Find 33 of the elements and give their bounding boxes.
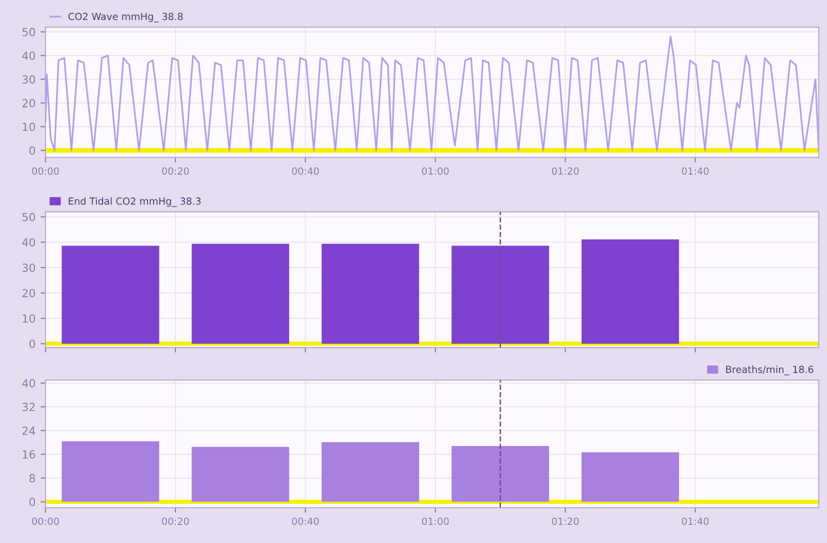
x-tick-label: 01:40 bbox=[682, 167, 709, 175]
y-tick-label: 40 bbox=[22, 52, 36, 60]
x-tick-label: 01:00 bbox=[422, 167, 449, 175]
y-tick-label: 0 bbox=[29, 340, 36, 348]
x-tick-label: 00:00 bbox=[32, 167, 59, 175]
x-tick-label: 00:40 bbox=[292, 167, 319, 175]
legend-label: End Tidal CO2 mmHg_ 38.3 bbox=[68, 197, 201, 207]
y-tick-label: 32 bbox=[22, 402, 35, 412]
x-tick-label: 00:00 bbox=[32, 518, 59, 525]
x-tick-label: 01:40 bbox=[682, 518, 709, 525]
x-tick-label: 01:20 bbox=[552, 167, 579, 175]
x-tick-label: 01:00 bbox=[422, 518, 449, 525]
y-tick-label: 0 bbox=[29, 498, 36, 506]
y-tick-label: 16 bbox=[22, 450, 36, 459]
x-tick-label: 00:20 bbox=[162, 167, 189, 175]
y-tick-label: 20 bbox=[22, 288, 36, 298]
legend-label: CO2 Wave mmHg_ 38.8 bbox=[68, 12, 183, 22]
x-tick-label: 00:40 bbox=[292, 518, 319, 525]
y-tick-label: 30 bbox=[22, 75, 36, 84]
y-tick-label: 40 bbox=[22, 379, 36, 388]
y-tick-label: 10 bbox=[22, 314, 36, 323]
legend-label: Breaths/min_ 18.6 bbox=[726, 366, 814, 376]
x-tick-label: 00:20 bbox=[162, 518, 189, 525]
y-tick-label: 50 bbox=[22, 28, 36, 36]
y-tick-label: 20 bbox=[22, 98, 36, 108]
y-tick-label: 0 bbox=[29, 146, 36, 155]
y-tick-label: 8 bbox=[29, 474, 35, 482]
x-tick-label: 01:20 bbox=[552, 518, 579, 525]
y-tick-label: 10 bbox=[22, 122, 36, 132]
y-tick-label: 40 bbox=[22, 238, 36, 247]
y-tick-label: 50 bbox=[22, 212, 36, 222]
y-tick-label: 24 bbox=[22, 426, 36, 435]
y-tick-label: 30 bbox=[22, 264, 36, 272]
